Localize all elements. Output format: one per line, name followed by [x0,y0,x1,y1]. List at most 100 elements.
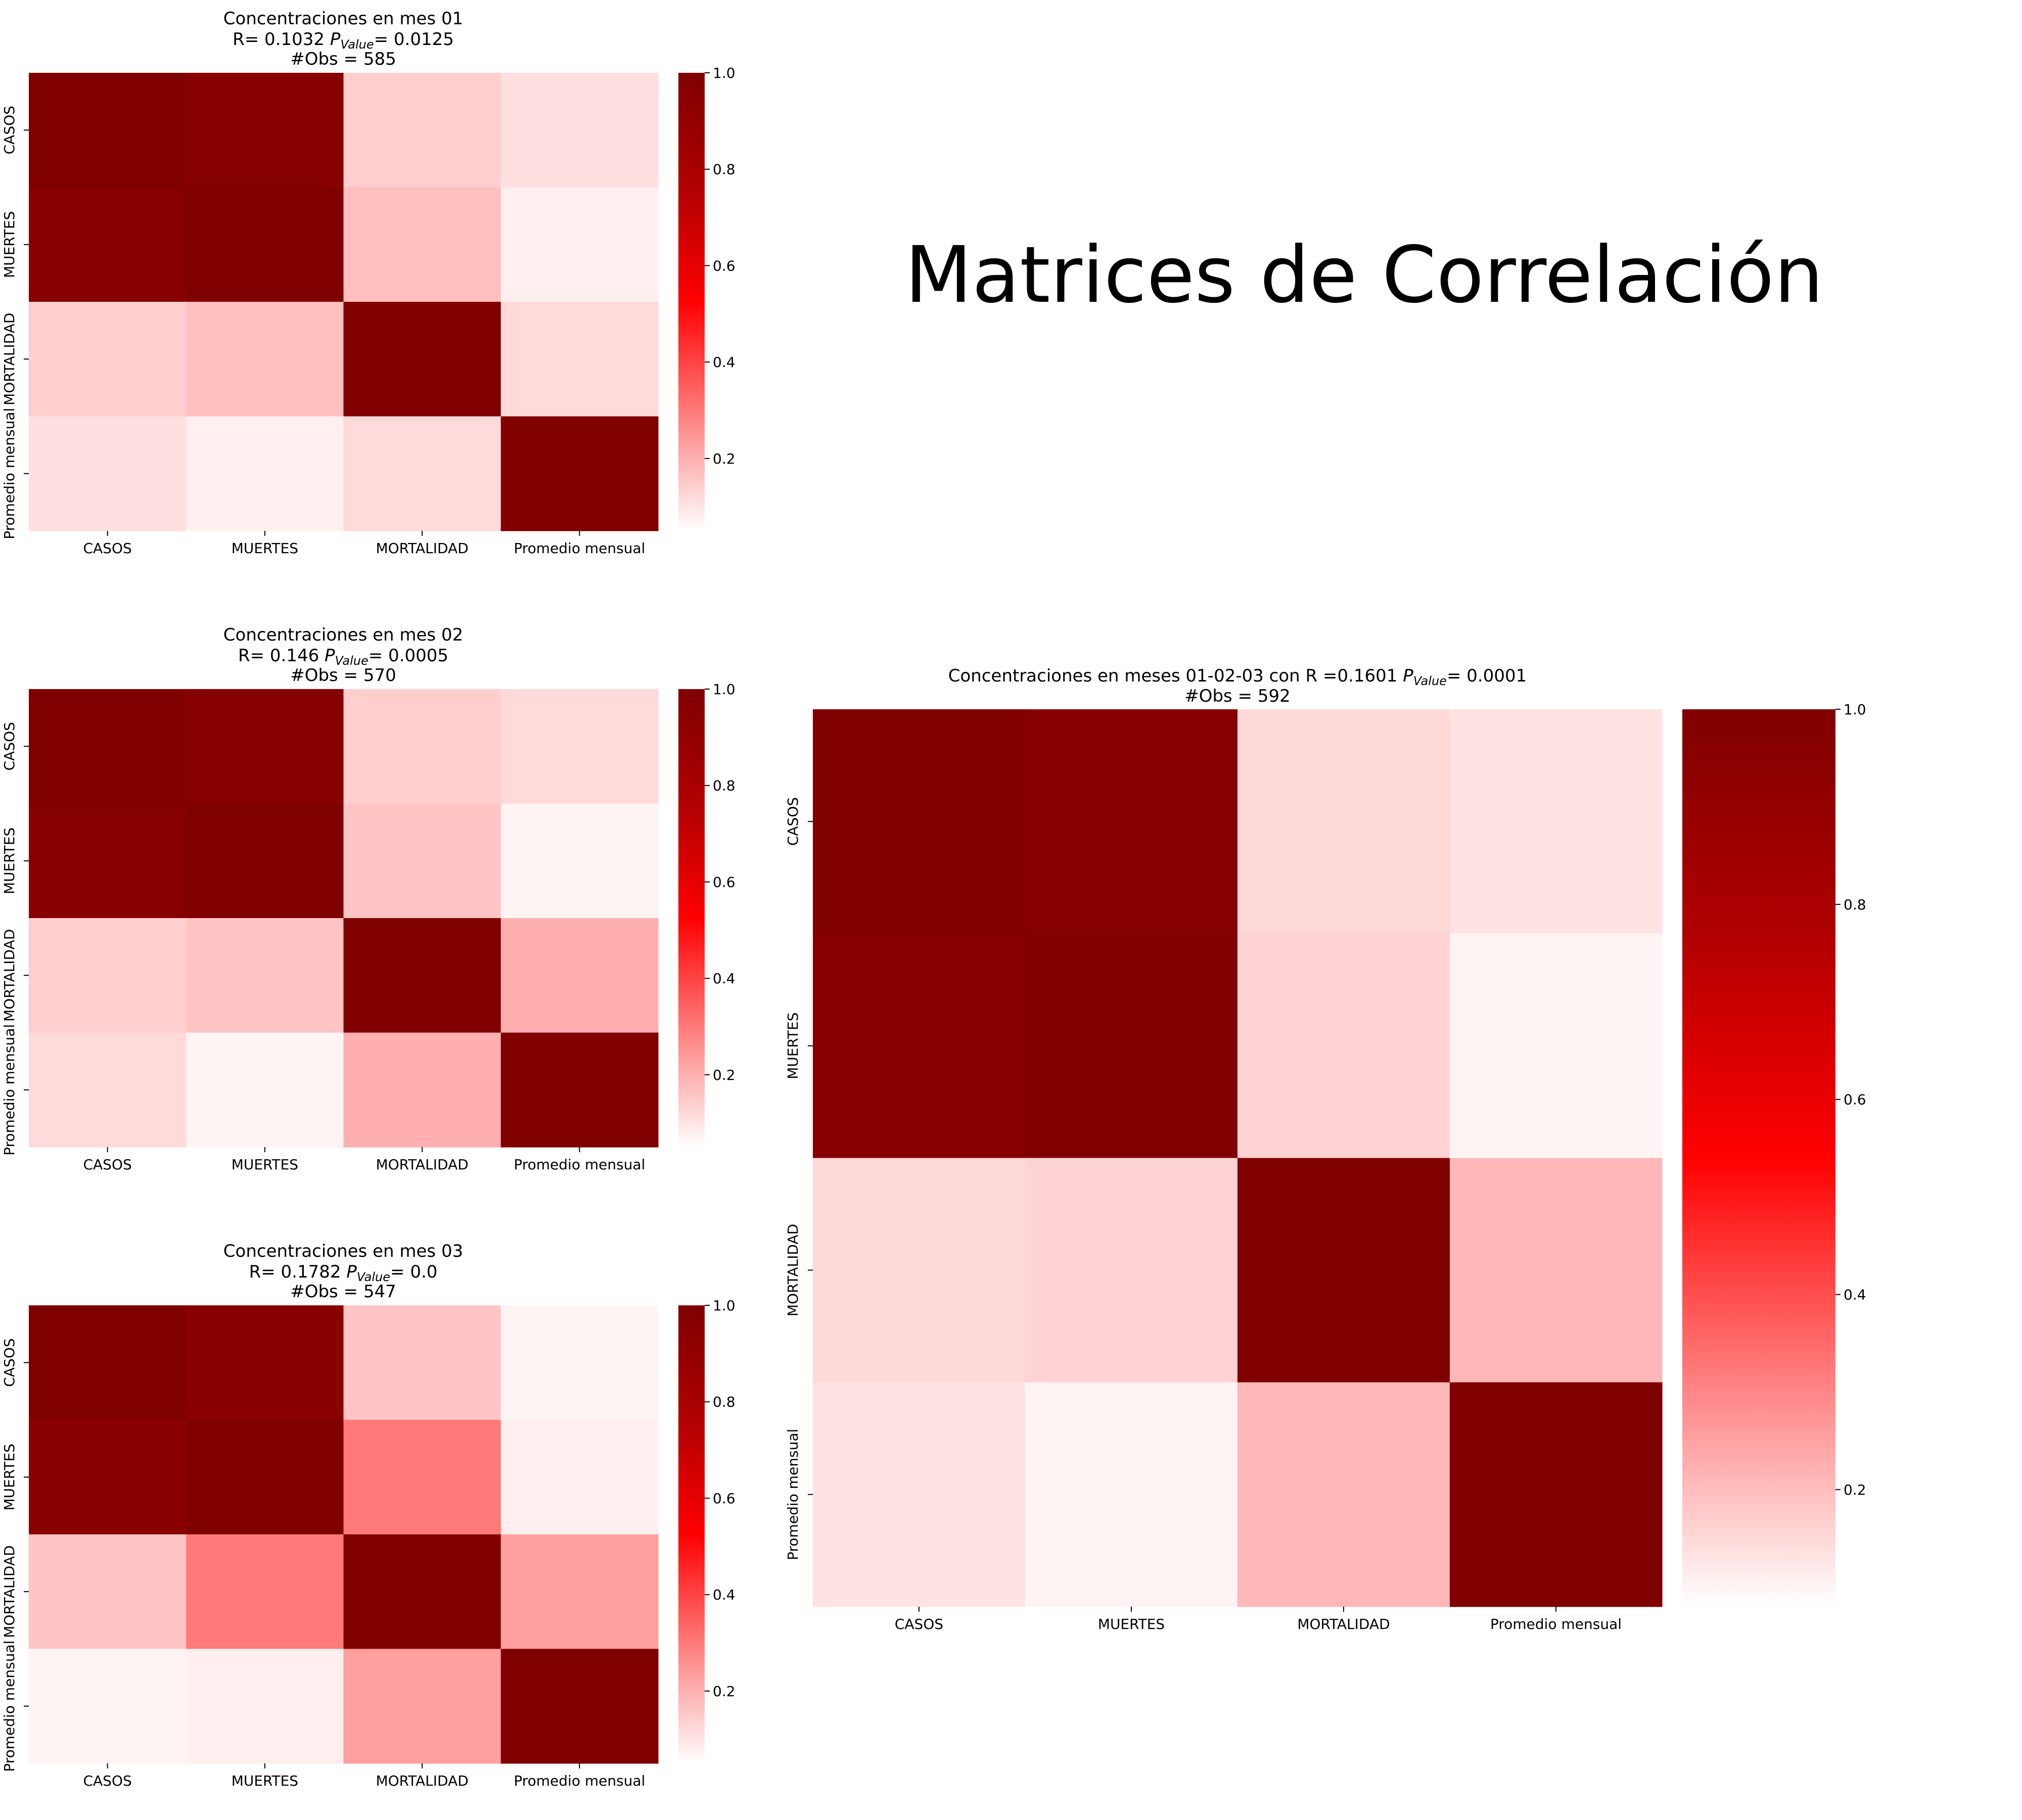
heatmap-cell [186,1534,344,1650]
heatmap-cell [29,1534,187,1650]
heatmap-cell [500,1420,659,1535]
colorbar [678,689,705,1147]
heatmap-cell [343,803,501,919]
heatmap-cell [500,1305,659,1421]
y-tick-label: MORTALIDAD [785,1224,801,1316]
colorbar-tick-label: 1.0 [713,65,736,81]
chart-obs: #Obs = 547 [290,1282,396,1302]
heatmap-cell [1450,1382,1663,1607]
heatmap-cell [500,803,659,919]
x-tick-label: MORTALIDAD [376,540,468,557]
heatmap-panel-4: CASOS MUERTES MORTALIDAD Promedio mensual CA… [785,666,1866,1632]
heatmap-cell [343,689,501,804]
y-tick-label: CASOS [1,722,18,770]
figure-title: Matrices de Correlación [905,230,1824,321]
heatmap-cell [186,1420,344,1535]
colorbar-tick-label: 0.6 [1844,1091,1866,1108]
x-tick-label: Promedio mensual [1490,1616,1622,1632]
x-tick-label: Promedio mensual [514,1156,645,1173]
y-tick-label: MUERTES [1,1444,18,1511]
heatmap-panel-1: CASOS MUERTES MORTALIDAD Promedio mensual CA… [1,9,736,557]
heatmap-cell [500,187,659,302]
y-tick-label: MUERTES [1,828,18,894]
x-tick-label: MUERTES [232,540,298,557]
heatmap-cell [343,918,501,1033]
heatmap-cell [186,73,344,188]
heatmap-cell [29,416,187,531]
heatmap-cell [1450,933,1663,1159]
y-tick-label: MORTALIDAD [1,929,18,1022]
colorbar-tick-label: 0.2 [713,1683,736,1700]
y-tick-label: MUERTES [1,211,18,278]
heatmap-cell [186,803,344,919]
chart-title: Concentraciones en mes 01 [223,9,463,29]
colorbar-tick-label: 0.2 [1844,1481,1866,1498]
heatmap-cell [1237,1382,1450,1607]
colorbar-tick-label: 0.2 [713,450,736,467]
heatmap-cell [29,1649,187,1764]
x-tick-label: MORTALIDAD [376,1772,468,1789]
heatmap-cell [1025,933,1238,1159]
heatmap-cell [1237,933,1450,1159]
heatmap-cell [186,689,344,804]
heatmap-cell [29,803,187,919]
heatmap-cell [1025,1382,1238,1607]
y-tick-label: Promedio mensual [1,408,18,539]
heatmap-cell [29,689,187,804]
x-tick-label: Promedio mensual [514,1772,645,1789]
heatmap-cell [1450,1158,1663,1383]
heatmap-cell [813,933,1026,1159]
y-tick-label: CASOS [1,106,18,154]
colorbar-tick-label: 0.4 [1844,1287,1866,1303]
heatmap-cell [343,1032,501,1148]
chart-obs: #Obs = 592 [1184,686,1291,706]
heatmap-cell [1025,1158,1238,1383]
heatmap-cell [343,1420,501,1535]
heatmap-cell [29,73,187,188]
colorbar [678,73,705,531]
x-tick-label: CASOS [895,1616,943,1632]
y-tick-label: Promedio mensual [1,1024,18,1156]
chart-title: Concentraciones en mes 02 [223,625,463,645]
y-tick-label: MORTALIDAD [1,1545,18,1638]
heatmap-panel-2: CASOS MUERTES MORTALIDAD Promedio mensual CA… [1,625,736,1173]
y-tick-label: Promedio mensual [785,1429,801,1560]
colorbar-tick-label: 0.4 [713,970,736,987]
y-tick-label: Promedio mensual [1,1641,18,1772]
heatmap-cell [1450,709,1663,934]
colorbar-tick-label: 0.6 [713,257,736,274]
heatmap-cell [813,1382,1026,1607]
heatmap-cell [29,1032,187,1148]
colorbar-tick-label: 1.0 [713,681,736,698]
heatmap-cell [29,918,187,1033]
heatmap-cell [186,302,344,417]
chart-stats: R= 0.1032 PValue= 0.0125 [233,29,454,52]
x-tick-label: CASOS [83,540,131,557]
heatmap-cell [813,1158,1026,1383]
x-tick-label: MUERTES [232,1156,298,1173]
heatmap-cell [186,187,344,302]
heatmap-cell [343,302,501,417]
x-tick-label: MORTALIDAD [1297,1616,1390,1632]
heatmap-cell [1237,709,1450,934]
heatmap-cell [343,416,501,531]
heatmap-cell [343,73,501,188]
chart-stats: Concentraciones en meses 01-02-03 con R … [948,666,1527,688]
heatmap-cell [186,1305,344,1421]
heatmap-cell [500,73,659,188]
chart-stats: R= 0.1782 PValue= 0.0 [249,1262,438,1284]
heatmap-cell [343,187,501,302]
colorbar-tick-label: 0.4 [713,1586,736,1603]
y-tick-label: MORTALIDAD [1,313,18,405]
chart-obs: #Obs = 570 [290,665,396,686]
colorbar-tick-label: 1.0 [1844,701,1866,718]
colorbar-tick-label: 0.8 [713,778,736,794]
y-tick-label: MUERTES [785,1012,801,1079]
heatmap-cell [500,918,659,1033]
x-tick-label: Promedio mensual [514,540,645,557]
heatmap-cell [500,302,659,417]
heatmap-cell [186,918,344,1033]
heatmap-cell [343,1649,501,1764]
x-tick-label: CASOS [83,1156,131,1173]
colorbar-tick-label: 0.6 [713,874,736,890]
